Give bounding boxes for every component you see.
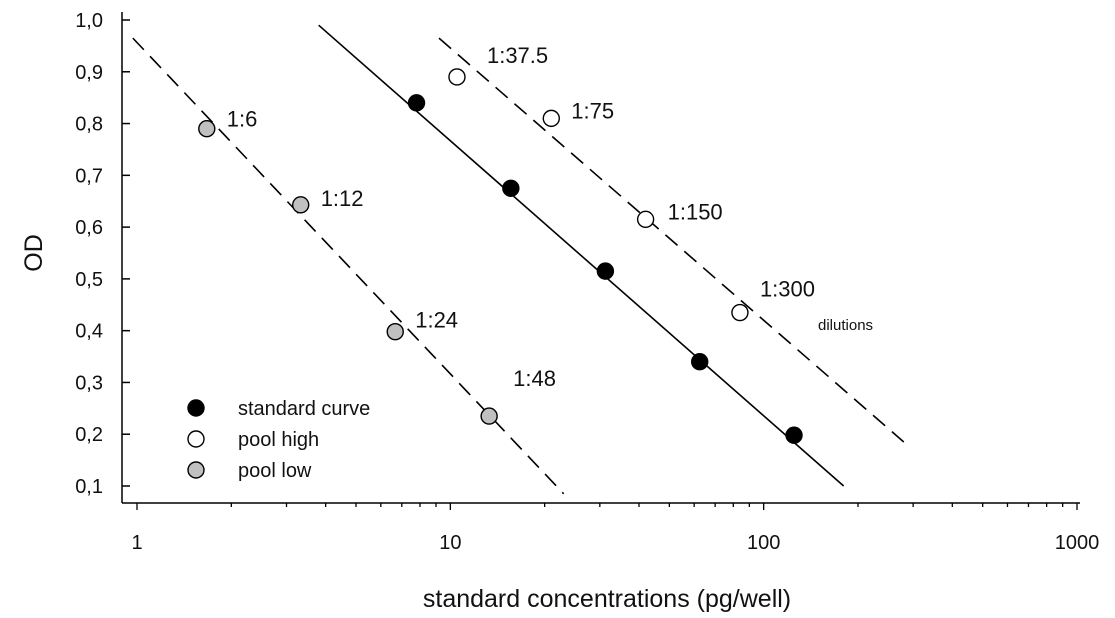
data-point-pool-low: [291, 196, 310, 214]
axes: 0,1 0,2 0,3 0,4 0,5 0,6 0,7 0,8 0,9 1,0 1 10 100 1000: [75, 10, 1099, 554]
data-point-pool-high: [731, 303, 749, 322]
dilution-label: 1:75: [571, 98, 614, 123]
legend-marker: [187, 461, 205, 479]
x-tick-label: 100: [747, 532, 780, 554]
y-tick-label: 1,0: [75, 10, 103, 32]
y-tick-label: 0,3: [75, 372, 103, 394]
data-point-standard-curve: [407, 94, 426, 112]
x-tick-label: 1000: [1055, 532, 1100, 554]
fit-line-standard-curve: [318, 24, 845, 487]
fit-line-pool-low: [132, 37, 565, 495]
data-point-pool-low: [386, 323, 404, 341]
legend-marker: [187, 430, 205, 448]
y-tick-label: 0,8: [75, 114, 103, 136]
x-tick-label: 1: [131, 532, 142, 554]
legend: standard curve pool high pool low: [187, 398, 370, 482]
data-point-standard-curve: [691, 353, 709, 371]
annotation-label: dilutions: [818, 317, 873, 334]
y-tick-label: 0,4: [75, 321, 103, 343]
point-labels: 1:37.5 1:75 1:150 1:300 1:6 1:12 1:24 1:48 dilut…: [227, 43, 873, 391]
y-tick-label: 0,2: [75, 424, 103, 446]
legend-label: pool low: [238, 460, 312, 482]
fit-line-pool-high: [438, 37, 905, 443]
y-tick-label: 0,5: [75, 269, 103, 291]
data-point-pool-high: [448, 68, 466, 86]
dilution-label: 1:48: [513, 366, 556, 391]
dilution-label: 1:12: [321, 186, 364, 211]
x-tick-label: 10: [439, 532, 461, 554]
data-point-standard-curve: [596, 262, 615, 280]
dilution-label: 1:150: [668, 199, 723, 224]
dilution-label: 1:300: [760, 277, 815, 302]
fit-lines: [132, 24, 905, 495]
dilution-label: 1:37.5: [487, 43, 548, 68]
legend-label: standard curve: [238, 398, 370, 420]
y-tick-label: 0,1: [75, 476, 103, 498]
data-points: [198, 68, 803, 444]
y-tick-label: 0,6: [75, 217, 103, 239]
legend-marker: [187, 399, 205, 417]
y-axis-title: OD: [20, 234, 48, 272]
x-axis-title: standard concentrations (pg/well): [423, 585, 791, 613]
dilution-label: 1:24: [415, 308, 458, 333]
data-point-pool-low: [198, 120, 216, 138]
dilution-label: 1:6: [227, 107, 258, 132]
y-tick-label: 0,9: [75, 62, 103, 84]
data-point-pool-low: [480, 407, 498, 425]
data-point-standard-curve: [785, 426, 803, 444]
y-tick-label: 0,7: [75, 165, 103, 187]
data-point-pool-high: [542, 109, 560, 128]
legend-label: pool high: [238, 429, 319, 451]
data-point-pool-high: [636, 210, 655, 229]
data-point-standard-curve: [502, 179, 520, 197]
